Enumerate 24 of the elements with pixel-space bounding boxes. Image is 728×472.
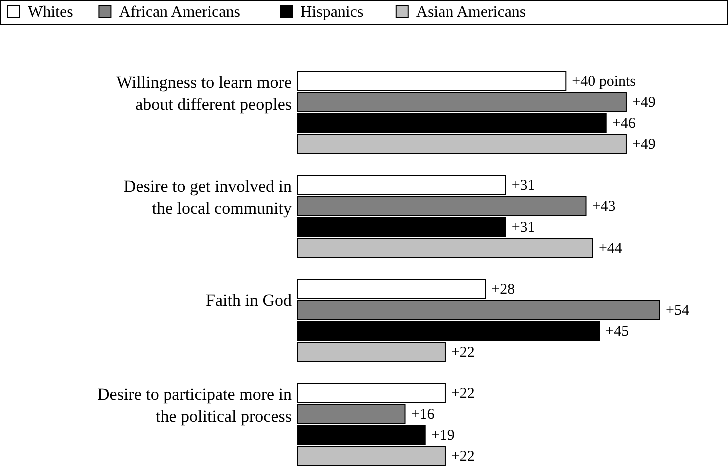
data-label: +22 xyxy=(451,386,475,402)
data-label: +49 xyxy=(632,137,656,153)
legend-label: Asian Americans xyxy=(416,4,526,21)
data-label: +22 xyxy=(451,449,475,465)
legend-label: African Americans xyxy=(119,4,240,21)
data-label: +31 xyxy=(512,220,536,236)
data-label: +43 xyxy=(592,199,616,215)
data-label: +28 xyxy=(492,282,516,298)
data-label: +16 xyxy=(411,407,436,423)
data-label: +45 xyxy=(606,324,630,340)
data-label: +22 xyxy=(451,345,475,361)
legend-label: Hispanics xyxy=(300,4,364,21)
data-label: +44 xyxy=(598,241,623,257)
y-tick-label: Faith in God xyxy=(206,291,292,310)
data-label: +54 xyxy=(666,303,690,319)
data-label: +46 xyxy=(612,116,636,132)
data-label: +49 xyxy=(632,95,656,111)
data-label: +19 xyxy=(431,428,455,444)
legend-label: Whites xyxy=(28,4,74,21)
y-tick-label: Willingness to learn more about different peoples xyxy=(116,73,292,114)
y-tick-label: Desire to get involved in the local community xyxy=(124,177,292,218)
y-tick-label: Desire to participate more in the political process xyxy=(98,385,292,426)
data-label: +31 xyxy=(512,178,536,194)
data-label: +40 points xyxy=(572,74,636,90)
